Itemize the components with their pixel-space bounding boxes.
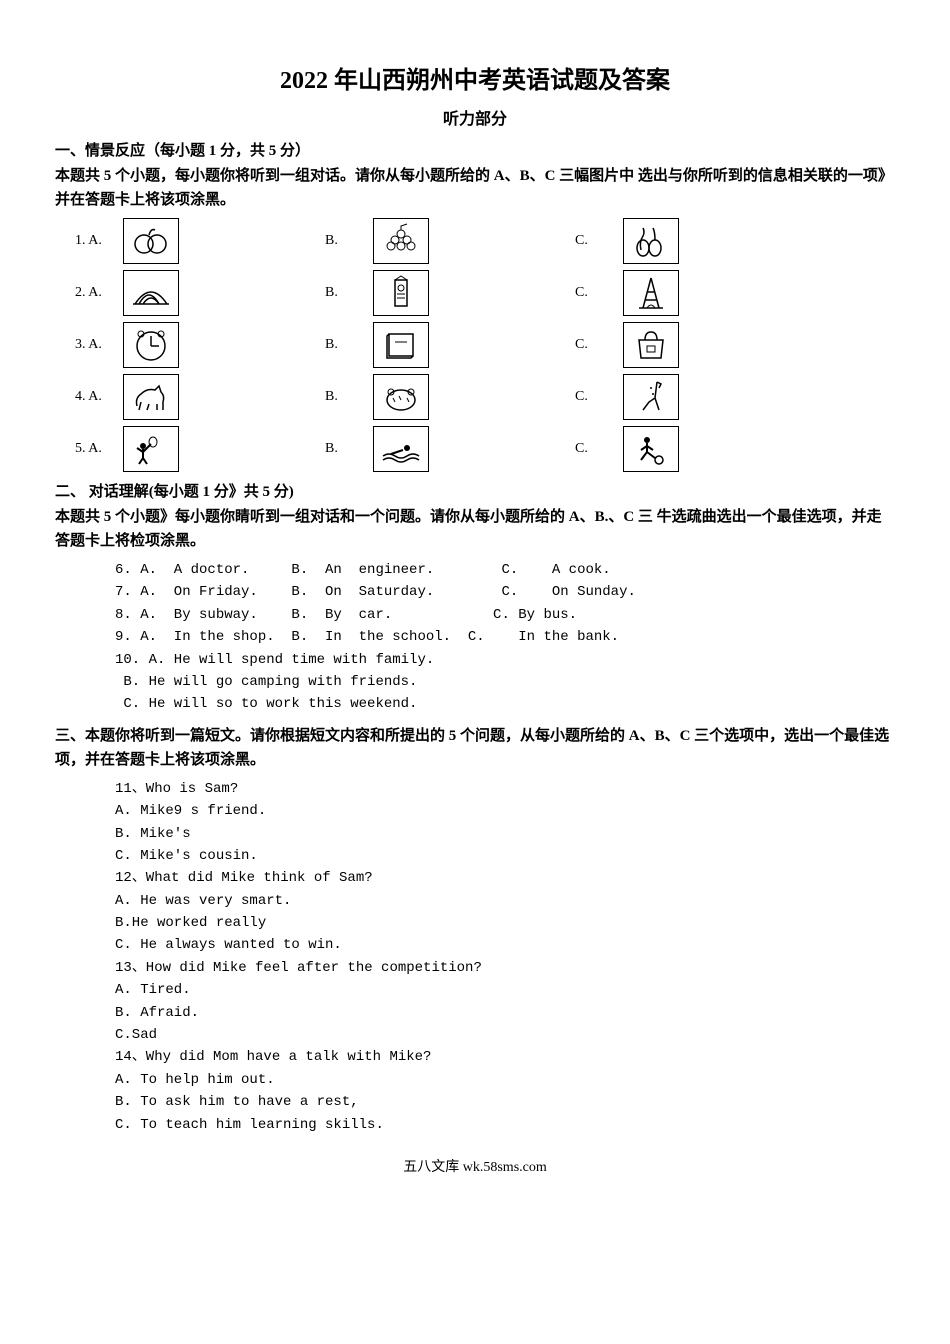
giraffe-icon	[623, 374, 679, 420]
option-label: B.	[325, 337, 365, 353]
picture-row: 5. A. B. C.	[55, 426, 895, 472]
question-line: B. To ask him to have a rest,	[55, 1091, 895, 1113]
picture-row: 1. A. B. C.	[55, 218, 895, 264]
picture-option: 2. A.	[75, 270, 325, 316]
picture-option: 3. A.	[75, 322, 325, 368]
picture-option: C.	[575, 322, 825, 368]
question-line: A. He was very smart.	[55, 890, 895, 912]
picture-option: B.	[325, 322, 575, 368]
question-line: C.Sad	[55, 1024, 895, 1046]
picture-option: B.	[325, 374, 575, 420]
picture-option: 1. A.	[75, 218, 325, 264]
section1-instruction: 本题共 5 个小题，每小题你将听到一组对话。请你从每小题所给的 A、B、C 三幅…	[55, 164, 895, 212]
question-line: 12、What did Mike think of Sam?	[55, 867, 895, 889]
picture-row: 3. A. B. C.	[55, 322, 895, 368]
question-line: A. Tired.	[55, 979, 895, 1001]
footer: 五八文库 wk.58sms.com	[55, 1156, 895, 1176]
option-label: 2. A.	[75, 285, 115, 301]
question-line: 13、How did Mike feel after the competiti…	[55, 957, 895, 979]
option-label: 3. A.	[75, 337, 115, 353]
question-line: B.He worked really	[55, 912, 895, 934]
section1-header: 一、情景反应（每小题 1 分，共 5 分）	[55, 139, 895, 160]
book-icon	[373, 322, 429, 368]
eiffel-icon	[623, 270, 679, 316]
picture-option: C.	[575, 270, 825, 316]
option-label: B.	[325, 285, 365, 301]
section2-header: 二、 对话理解(每小题 1 分》共 5 分)	[55, 480, 895, 501]
pears-icon	[623, 218, 679, 264]
picture-option: B.	[325, 426, 575, 472]
bigben-icon	[373, 270, 429, 316]
question-line: B. He will go camping with friends.	[55, 671, 895, 693]
picture-row: 2. A. B. C.	[55, 270, 895, 316]
section3-questions: 11、Who is Sam?A. Mike9 s friend.B. Mike'…	[55, 778, 895, 1136]
question-line: 6. A. A doctor. B. An engineer. C. A coo…	[55, 559, 895, 581]
question-line: C. To teach him learning skills.	[55, 1114, 895, 1136]
option-label: 4. A.	[75, 389, 115, 405]
option-label: C.	[575, 389, 615, 405]
question-line: C. He always wanted to win.	[55, 934, 895, 956]
option-label: 5. A.	[75, 441, 115, 457]
picture-option: 5. A.	[75, 426, 325, 472]
page-title: 2022 年山西朔州中考英语试题及答案	[55, 60, 895, 95]
question-line: A. To help him out.	[55, 1069, 895, 1091]
section2-questions: 6. A. A doctor. B. An engineer. C. A coo…	[55, 559, 895, 716]
picture-questions: 1. A.B.C.2. A.B.C.3. A.B.C.4. A.B.C.5. A…	[55, 218, 895, 472]
soccer-icon	[623, 426, 679, 472]
question-line: A. Mike9 s friend.	[55, 800, 895, 822]
picture-option: 4. A.	[75, 374, 325, 420]
option-label: 1. A.	[75, 233, 115, 249]
picture-option: C.	[575, 218, 825, 264]
option-label: C.	[575, 337, 615, 353]
option-label: B.	[325, 441, 365, 457]
picture-option: B.	[325, 270, 575, 316]
question-line: 10. A. He will spend time with family.	[55, 649, 895, 671]
tennis-icon	[123, 426, 179, 472]
question-line: 14、Why did Mom have a talk with Mike?	[55, 1046, 895, 1068]
question-line: C. He will so to work this weekend.	[55, 693, 895, 715]
option-label: C.	[575, 233, 615, 249]
question-line: B. Mike's	[55, 823, 895, 845]
picture-option: C.	[575, 374, 825, 420]
question-line: 8. A. By subway. B. By car. C. By bus.	[55, 604, 895, 626]
subtitle: 听力部分	[55, 105, 895, 129]
question-line: 7. A. On Friday. B. On Saturday. C. On S…	[55, 581, 895, 603]
picture-option: C.	[575, 426, 825, 472]
clock-icon	[123, 322, 179, 368]
option-label: C.	[575, 441, 615, 457]
horse-icon	[123, 374, 179, 420]
tiger-icon	[373, 374, 429, 420]
apple-icon	[123, 218, 179, 264]
grapes-icon	[373, 218, 429, 264]
question-line: 9. A. In the shop. B. In the school. C. …	[55, 626, 895, 648]
swim-icon	[373, 426, 429, 472]
option-label: B.	[325, 233, 365, 249]
opera-icon	[123, 270, 179, 316]
question-line: 11、Who is Sam?	[55, 778, 895, 800]
bag-icon	[623, 322, 679, 368]
picture-option: B.	[325, 218, 575, 264]
question-line: B. Afraid.	[55, 1002, 895, 1024]
question-line: C. Mike's cousin.	[55, 845, 895, 867]
picture-row: 4. A. B. C.	[55, 374, 895, 420]
section3-header: 三、本题你将听到一篇短文。请你根据短文内容和所提出的 5 个问题，从每小题所给的…	[55, 724, 895, 772]
option-label: B.	[325, 389, 365, 405]
option-label: C.	[575, 285, 615, 301]
section2-instruction: 本题共 5 个小题》每小题你睛听到一组对话和一个问题。请你从每小题所给的 A、B…	[55, 505, 895, 553]
